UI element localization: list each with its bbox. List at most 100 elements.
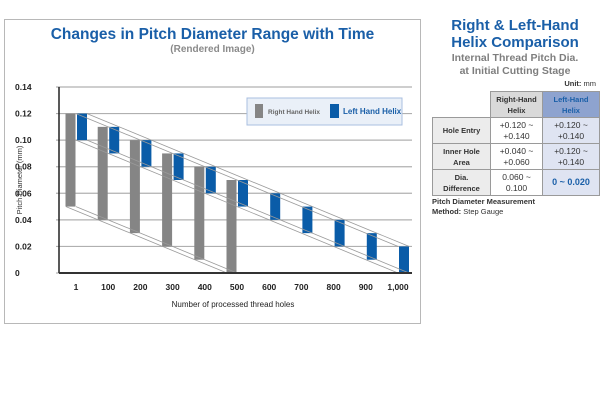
x-tick-label: 100 [101, 282, 115, 292]
bar-left-hand-helix [141, 140, 152, 167]
bar-right-hand-helix [226, 180, 237, 273]
method-title: Pitch Diameter Measurement [432, 197, 535, 206]
value-line2: +0.140 [503, 130, 530, 141]
right-hand-value: 0.060 ~0.100 [490, 169, 543, 196]
unit-label-key: Unit: [564, 79, 582, 88]
legend-label-left-hand-helix: Left Hand Helix [343, 107, 402, 116]
measurement-method: Pitch Diameter Measurement Method: Step … [432, 197, 535, 217]
row-label-line1: Inner Hole [443, 146, 480, 156]
table-header-row: Right-Hand Helix Left-Hand Helix [433, 91, 600, 118]
chart-title: Changes in Pitch Diameter Range with Tim… [50, 26, 375, 43]
unit-label-value: mm [583, 79, 597, 88]
unit-label: Unit: mm [490, 79, 596, 88]
comparison-subtitle: Internal Thread Pitch Dia. at Initial Cu… [432, 52, 598, 78]
x-axis-label: Number of processed thread holes [172, 300, 295, 309]
value-line2: +0.140 [557, 156, 585, 167]
bar-right-hand-helix [194, 166, 205, 260]
bar-left-hand-helix [334, 219, 345, 247]
left-hand-value: +0.120 ~ +0.140 [542, 143, 600, 170]
left-hand-value-highlight: 0 ~ 0.020 [542, 169, 600, 196]
value-line1: 0.060 ~ [502, 171, 531, 182]
comparison-title-line1: Right & Left-Hand [451, 17, 579, 34]
x-tick-label: 500 [230, 282, 244, 292]
x-tick-label: 900 [359, 282, 373, 292]
x-tick-label: 600 [262, 282, 276, 292]
bar-left-hand-helix [238, 180, 248, 207]
row-label-line2: Difference [443, 183, 480, 193]
value-line1: +0.120 ~ [499, 119, 534, 130]
x-tick-label: 300 [166, 282, 180, 292]
comparison-subtitle-line2: at Initial Cutting Stage [459, 65, 571, 77]
legend-label-right-hand-helix: Right Hand Helix [268, 109, 320, 116]
x-tick-label: 400 [198, 282, 212, 292]
table-row: Inner Hole Area +0.040 ~ +0.060 +0.120 ~ +0… [432, 143, 600, 170]
y-tick-label: 0.10 [15, 135, 32, 145]
method-value: Step Gauge [463, 207, 504, 216]
table-corner [433, 92, 491, 118]
value-line1: +0.120 ~ [554, 119, 588, 130]
bar-left-hand-helix [205, 166, 216, 194]
comparison-title-line2: Helix Comparison [451, 34, 579, 51]
value-line2: +0.140 [557, 130, 585, 141]
y-tick-label: 0.02 [15, 241, 32, 251]
header-left-line1: Left-Hand [553, 94, 589, 104]
row-label: Inner Hole Area [432, 143, 491, 170]
legend-box [246, 97, 403, 126]
bar-left-hand-helix [109, 126, 120, 154]
x-tick-label: 1,000 [387, 282, 409, 292]
legend-swatch-right-hand-helix [255, 104, 263, 118]
bar-left-hand-helix [270, 193, 281, 220]
bar-right-hand-helix [129, 140, 140, 234]
y-tick-label: 0.04 [15, 215, 32, 225]
comparison-table: Right-Hand Helix Left-Hand Helix Hole Entr… [432, 91, 600, 196]
table-row: Hole Entry +0.120 ~ +0.140 +0.120 ~ +0.140 [432, 117, 600, 144]
y-axis-label: Pitch Diameter (mm) [15, 145, 24, 214]
bar-left-hand-helix [77, 113, 87, 141]
row-label-line2: Area [453, 157, 470, 167]
header-right-line2: Helix [507, 105, 526, 115]
left-hand-value: +0.120 ~ +0.140 [542, 117, 600, 144]
x-tick-label: 1 [74, 282, 79, 292]
legend-swatch-left-hand-helix [330, 104, 339, 118]
bar-left-hand-helix [399, 246, 409, 273]
value-line2: +0.060 [503, 156, 530, 167]
table-row: Dia. Difference 0.060 ~0.100 0 ~ 0.020 [432, 169, 600, 196]
header-left-hand-helix: Left-Hand Helix [542, 91, 600, 118]
value-line2: 0.100 [505, 182, 528, 193]
connector-line-top-right [86, 113, 410, 247]
x-tick-label: 200 [133, 282, 147, 292]
right-hand-value: +0.040 ~ +0.060 [490, 143, 543, 170]
chart-plot: 0 0.02 0.04 0.06 0.08 0.10 0.12 0.14 1 100 200 300… [15, 82, 412, 309]
header-left-line2: Helix [562, 105, 580, 115]
connector-line-left-low-right [86, 139, 410, 274]
x-tick-label: 700 [294, 282, 308, 292]
connector-line-right-low [65, 206, 228, 274]
chart-subtitle: (Rendered Image) [170, 44, 255, 55]
bar-left-hand-helix [173, 153, 184, 180]
row-label-line1: Hole Entry [442, 126, 481, 135]
value-line1: +0.120 ~ [554, 145, 588, 156]
method-line1: Pitch Diameter Measurement [432, 197, 535, 207]
bar-left-hand-helix [302, 206, 313, 234]
row-label: Hole Entry [432, 117, 491, 144]
connector-line-right-low-edge [75, 206, 238, 274]
connector-line-top [75, 113, 399, 247]
y-tick-label: 0 [15, 268, 20, 278]
method-label: Method: [432, 207, 462, 216]
right-hand-value: +0.120 ~ +0.140 [490, 117, 543, 144]
comparison-title: Right & Left-Hand Helix Comparison [432, 17, 598, 51]
row-label: Dia. Difference [432, 169, 491, 196]
value-line1: 0 ~ 0.020 [552, 177, 590, 187]
x-tick-label: 800 [327, 282, 341, 292]
y-tick-label: 0.06 [15, 188, 32, 198]
bar-right-hand-helix [97, 126, 108, 220]
y-tick-label: 0.08 [15, 162, 32, 172]
connector-line-left-low [75, 139, 399, 274]
header-right-hand-helix: Right-Hand Helix [490, 91, 543, 118]
bar-right-hand-helix [65, 113, 76, 207]
bar-left-hand-helix [366, 233, 377, 260]
comparison-subtitle-line1: Internal Thread Pitch Dia. [451, 52, 579, 64]
value-line1: +0.040 ~ [499, 145, 534, 156]
method-line2: Method: Step Gauge [432, 207, 535, 217]
header-right-line1: Right-Hand [496, 94, 537, 104]
